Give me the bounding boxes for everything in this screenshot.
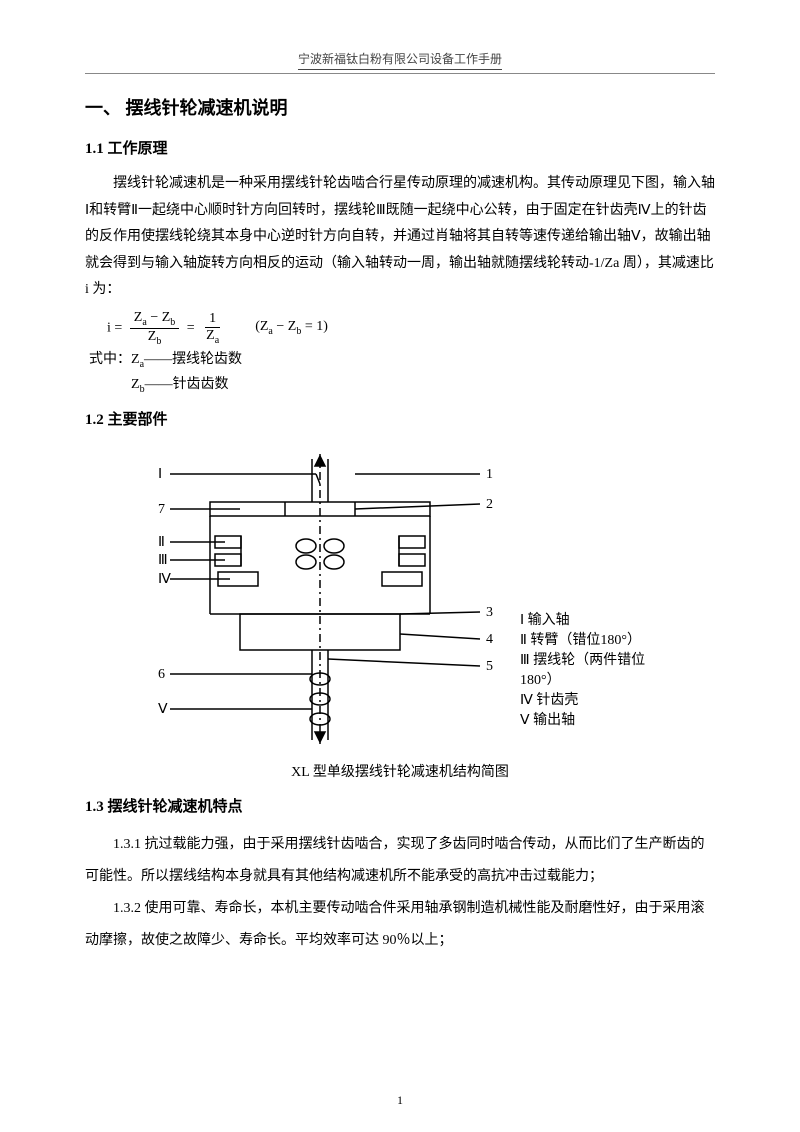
fraction-1: Za − Zb Zb	[130, 310, 179, 347]
legend-3b: 180°）	[520, 672, 561, 688]
frac1-num: Za − Zb	[130, 310, 179, 329]
legend-5: Ⅴ 输出轴	[520, 712, 575, 728]
legend-4: Ⅳ 针齿壳	[520, 691, 578, 708]
formula-eq: =	[187, 320, 195, 335]
formula-condition: (Za − Zb = 1)	[255, 316, 328, 340]
label-III: Ⅲ	[158, 553, 168, 568]
feature-1-3-1: 1.3.1 抗过载能力强，由于采用摆线针齿啮合，实现了多齿同时啮合传动，从而比们…	[85, 829, 715, 893]
section-1-title: 一、 摆线针轮减速机说明	[85, 94, 715, 123]
num-2: 2	[486, 497, 493, 512]
num-4: 4	[486, 632, 493, 647]
section-1-2-title: 1.2 主要部件	[85, 408, 715, 432]
diagram-caption: XL 型单级摆线针轮减速机结构简图	[85, 762, 715, 784]
label-V: Ⅴ	[158, 702, 168, 717]
frac1-den: Zb	[144, 329, 166, 347]
reducer-diagram-svg: Ⅰ 7 Ⅱ Ⅲ Ⅳ 6 Ⅴ 1 2 3 4 5 Ⅰ 输入轴 Ⅱ 转臂（错位180…	[120, 444, 680, 754]
section-1-3-title: 1.3 摆线针轮减速机特点	[85, 795, 715, 819]
feature-1-3-2: 1.3.2 使用可靠、寿命长，本机主要传动啮合件采用轴承钢制造机械性能及耐磨性好…	[85, 893, 715, 957]
page-number: 1	[0, 1091, 800, 1110]
label-I: Ⅰ	[158, 467, 162, 482]
ratio-formula: i = Za − Zb Zb = 1 Za (Za − Zb = 1)	[107, 310, 715, 347]
num-5: 5	[486, 659, 493, 674]
label-6: 6	[158, 667, 165, 682]
label-7: 7	[158, 502, 165, 517]
section-1-1-body: 摆线针轮减速机是一种采用摆线针轮齿啮合行星传动原理的减速机构。其传动原理见下图，…	[85, 171, 715, 304]
frac2-den: Za	[202, 328, 223, 346]
legend-1: Ⅰ 输入轴	[520, 612, 570, 628]
legend-3a: Ⅲ 摆线轮（两件错位	[520, 652, 645, 668]
formula-lhs: i =	[107, 320, 122, 335]
legend-2: Ⅱ 转臂（错位180°）	[520, 632, 641, 648]
label-IV: Ⅳ	[158, 572, 171, 587]
section-1-1-title: 1.1 工作原理	[85, 137, 715, 161]
document-page: 宁波新福钛白粉有限公司设备工作手册 一、 摆线针轮减速机说明 1.1 工作原理 …	[0, 0, 800, 1132]
frac2-num: 1	[205, 311, 220, 327]
where-line-1: 式中：Za——摆线轮齿数	[89, 349, 715, 373]
page-header: 宁波新福钛白粉有限公司设备工作手册	[85, 50, 715, 74]
fraction-2: 1 Za	[202, 311, 223, 345]
structure-diagram: Ⅰ 7 Ⅱ Ⅲ Ⅳ 6 Ⅴ 1 2 3 4 5 Ⅰ 输入轴 Ⅱ 转臂（错位180…	[85, 444, 715, 754]
formula-expr: i = Za − Zb Zb = 1 Za	[107, 310, 227, 347]
num-1: 1	[486, 467, 493, 482]
num-3: 3	[486, 605, 493, 620]
label-II: Ⅱ	[158, 535, 165, 550]
where-line-2: Zb——针齿齿数	[131, 374, 715, 398]
